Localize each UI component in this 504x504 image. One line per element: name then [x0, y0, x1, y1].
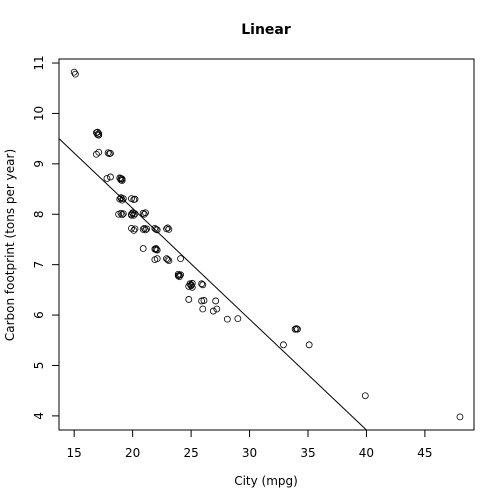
data-point	[176, 273, 183, 281]
x-tick-label: 15	[67, 446, 82, 460]
x-tick-label: 30	[242, 446, 257, 460]
y-tick-label: 9	[32, 160, 46, 168]
data-point	[131, 225, 139, 233]
data-point	[152, 245, 160, 252]
data-point	[174, 272, 182, 280]
data-point	[164, 224, 172, 232]
data-point	[153, 246, 161, 254]
data-point	[185, 296, 193, 303]
data-point	[209, 307, 217, 315]
data-point	[119, 195, 127, 203]
y-tick-label: 10	[32, 106, 46, 121]
data-point	[177, 255, 184, 263]
data-point	[280, 341, 287, 349]
data-point	[130, 226, 138, 234]
data-point	[223, 315, 231, 323]
x-axis: 15 20 25 30 35 40 45	[67, 430, 433, 460]
data-point	[118, 177, 126, 184]
x-tick-label: 40	[359, 446, 374, 460]
plot-area-frame	[58, 58, 475, 431]
data-point	[199, 305, 207, 313]
y-tick-label: 8	[32, 210, 46, 218]
data-point	[188, 283, 196, 291]
data-point	[361, 392, 369, 400]
data-point	[198, 297, 206, 305]
y-tick-label: 5	[32, 362, 46, 370]
data-point	[104, 149, 112, 157]
data-point	[71, 70, 79, 78]
data-point	[456, 413, 464, 421]
data-point	[139, 225, 147, 233]
y-axis-label: Carbon footprint (tons per year)	[3, 149, 17, 341]
data-point	[305, 341, 313, 349]
data-point	[185, 282, 193, 290]
x-axis-label: City (mpg)	[234, 474, 298, 488]
chart-title: Linear	[241, 22, 291, 38]
data-point	[95, 131, 103, 139]
data-point	[153, 255, 161, 263]
data-point	[118, 196, 126, 204]
data-point	[234, 315, 242, 322]
data-point	[128, 224, 135, 232]
data-point	[103, 175, 111, 182]
data-point	[70, 68, 78, 76]
data-point	[140, 224, 148, 232]
data-point	[139, 209, 147, 217]
y-tick-label: 6	[32, 311, 46, 319]
data-point	[117, 209, 125, 217]
y-axis: 4 5 6 7 8 9 10 11	[32, 55, 59, 420]
data-point	[213, 305, 221, 313]
data-point	[118, 211, 126, 219]
data-point	[165, 257, 173, 265]
data-point	[199, 281, 207, 289]
y-tick-label: 11	[32, 55, 46, 70]
data-point	[163, 255, 170, 263]
data-point	[142, 226, 149, 234]
data-point	[129, 209, 137, 217]
y-tick-label: 7	[32, 261, 46, 269]
data-point	[93, 150, 100, 158]
y-tick-label: 4	[32, 412, 46, 420]
regression-line	[58, 138, 367, 431]
data-point	[117, 175, 125, 182]
data-point	[165, 225, 173, 233]
data-points	[70, 68, 464, 421]
data-point	[164, 256, 172, 264]
data-point	[105, 150, 113, 158]
data-point	[139, 245, 147, 252]
data-point	[212, 297, 220, 305]
x-tick-label: 20	[125, 446, 140, 460]
x-tick-label: 25	[183, 446, 198, 460]
data-point	[163, 225, 170, 233]
data-point	[117, 194, 125, 202]
data-point	[198, 280, 206, 288]
data-point	[131, 195, 139, 203]
data-point	[95, 148, 103, 156]
data-point	[143, 225, 151, 233]
data-point	[107, 173, 114, 181]
regression-line-group	[58, 138, 367, 431]
x-tick-label: 45	[417, 446, 432, 460]
data-point	[294, 325, 301, 333]
data-point	[142, 209, 149, 217]
data-point	[187, 282, 195, 290]
data-point	[140, 210, 148, 218]
data-point	[200, 297, 208, 304]
data-point	[94, 128, 101, 136]
data-point	[119, 210, 127, 218]
data-point	[153, 226, 161, 234]
x-tick-label: 35	[300, 446, 315, 460]
